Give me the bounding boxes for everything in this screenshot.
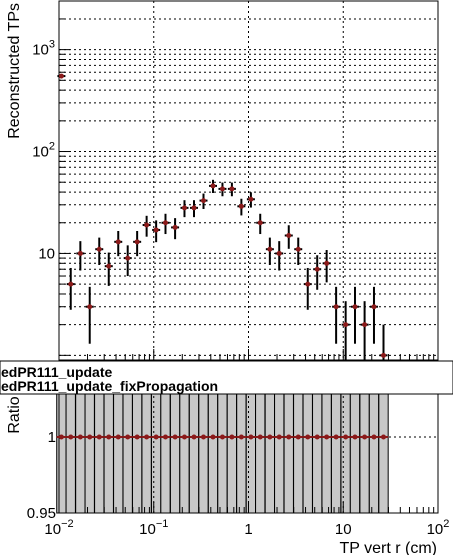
legend-entry-1: edPR111_update: [1, 364, 112, 380]
data-point: [219, 186, 225, 192]
top-y-tick-label: 103: [32, 39, 55, 59]
ratio-point: [286, 434, 292, 440]
ratio-point: [324, 434, 330, 440]
ratio-point: [87, 434, 93, 440]
data-point: [324, 260, 330, 266]
data-point: [200, 198, 206, 204]
data-point: [371, 304, 377, 310]
ratio-point: [267, 434, 273, 440]
ratio-point: [219, 434, 225, 440]
ratio-point: [229, 434, 235, 440]
data-point: [352, 304, 358, 310]
data-point: [286, 232, 292, 238]
legend-box: [0, 360, 453, 395]
ratio-point: [181, 434, 187, 440]
x-axis-label: TP vert r (cm): [340, 540, 437, 555]
top-y-axis-label: Reconstructed TPs: [6, 3, 23, 139]
ratio-point: [276, 434, 282, 440]
x-tick-label: 1: [244, 521, 252, 538]
x-tick-label: 10−2: [44, 518, 73, 538]
ratio-points: [56, 434, 389, 440]
data-point: [106, 263, 112, 269]
data-point: [125, 255, 131, 261]
ratio-point: [305, 434, 311, 440]
ratio-point: [362, 434, 368, 440]
data-point: [115, 239, 121, 245]
legend-entry-2: edPR111_update_fixPropagation: [1, 378, 218, 394]
ratio-point: [200, 434, 206, 440]
ratio-point: [153, 434, 159, 440]
x-tick-label: 102: [427, 518, 450, 538]
ratio-point: [257, 434, 263, 440]
data-point: [257, 220, 263, 226]
ratio-point: [210, 434, 216, 440]
data-point: [181, 205, 187, 211]
ratio-point: [144, 434, 150, 440]
data-point: [305, 281, 311, 287]
ratio-point: [58, 434, 64, 440]
data-point: [58, 73, 64, 79]
ratio-point: [172, 434, 178, 440]
data-point: [333, 304, 339, 310]
ratio-point: [295, 434, 301, 440]
ratio-point: [371, 434, 377, 440]
data-point: [248, 196, 254, 202]
ratio-point: [343, 434, 349, 440]
data-point: [362, 322, 368, 328]
data-point: [162, 220, 168, 226]
ratio-point: [96, 434, 102, 440]
ratio-point: [352, 434, 358, 440]
data-point: [172, 224, 178, 230]
data-point: [68, 281, 74, 287]
ratio-y-axis-label: Ratio: [6, 396, 23, 433]
ratio-point: [134, 434, 140, 440]
top-grid: [59, 0, 438, 360]
ratio-point: [125, 434, 131, 440]
ratio-point: [68, 434, 74, 440]
top-y-tick-label: 102: [32, 141, 55, 161]
ratio-point: [381, 434, 387, 440]
data-point: [229, 186, 235, 192]
data-point: [343, 322, 349, 328]
data-point: [381, 352, 387, 358]
ratio-point: [77, 434, 83, 440]
ratio-point: [314, 434, 320, 440]
data-point: [153, 227, 159, 233]
data-point: [144, 222, 150, 228]
data-point: [87, 304, 93, 310]
data-point: [134, 239, 140, 245]
x-tick-label: 10: [335, 521, 352, 538]
data-point: [191, 205, 197, 211]
bottom-y-tick-label: 0.95: [27, 505, 56, 522]
bottom-y-tick-label: 1: [48, 429, 56, 446]
x-tick-label: 10−1: [139, 518, 168, 538]
top-data-points: [57, 73, 388, 360]
ratio-point: [333, 434, 339, 440]
data-point: [210, 183, 216, 189]
data-point: [314, 266, 320, 272]
ratio-point: [248, 434, 254, 440]
ratio-point: [106, 434, 112, 440]
data-point: [276, 250, 282, 256]
ratio-point: [191, 434, 197, 440]
data-point: [267, 246, 273, 252]
data-point: [295, 246, 301, 252]
top-y-tick-label: 10: [38, 245, 55, 262]
data-point: [96, 246, 102, 252]
data-point: [238, 203, 244, 209]
ratio-point: [115, 434, 121, 440]
data-point: [77, 250, 83, 256]
ratio-point: [238, 434, 244, 440]
ratio-point: [162, 434, 168, 440]
